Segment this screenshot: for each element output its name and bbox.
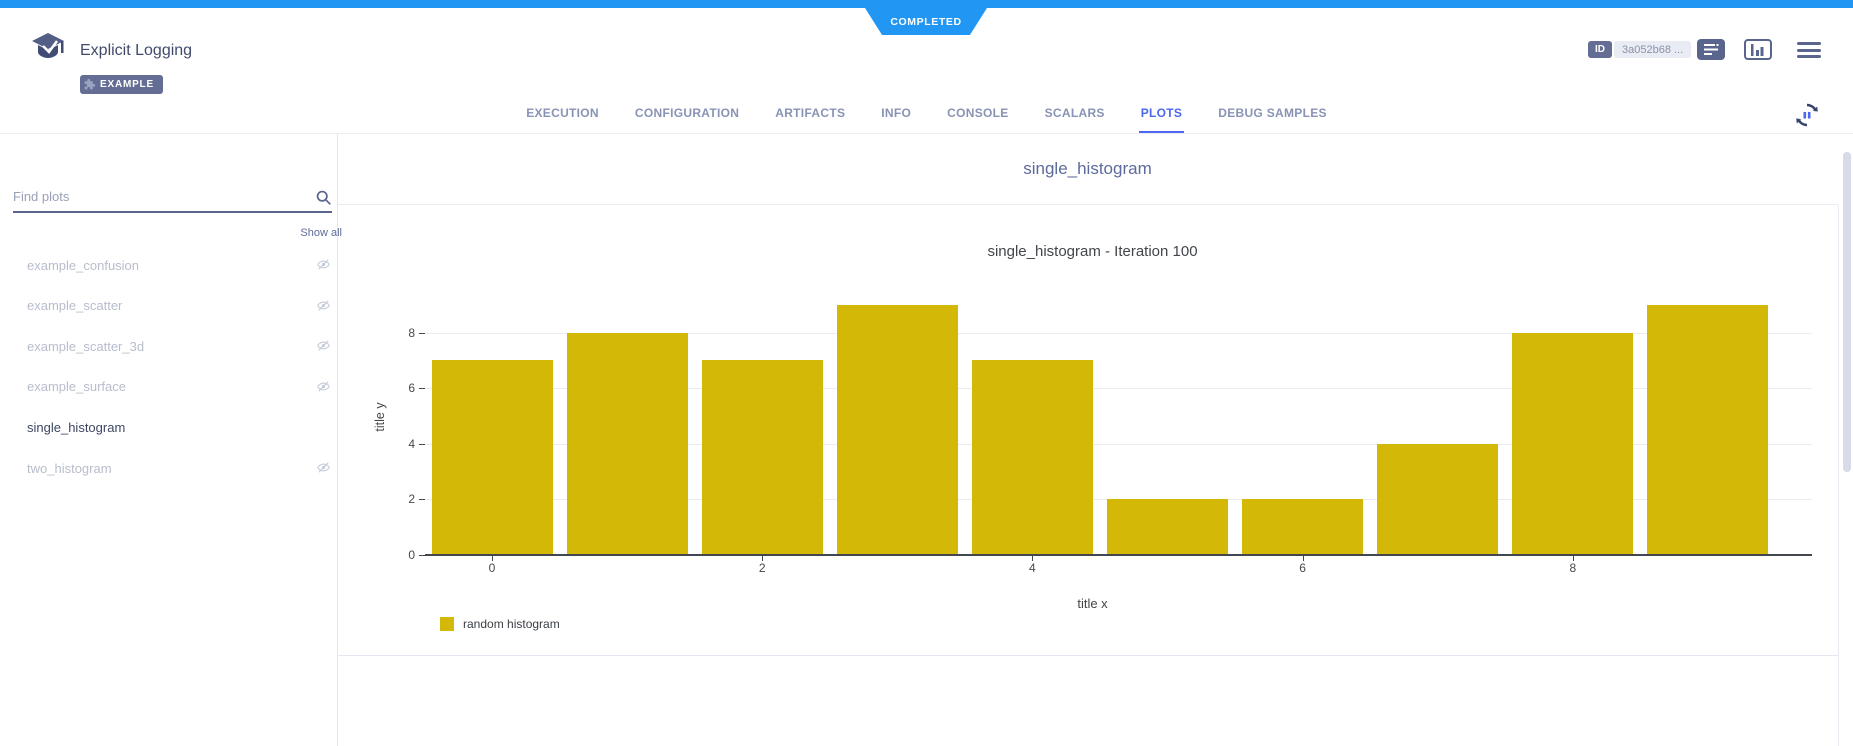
eye-off-icon[interactable] <box>316 257 331 277</box>
eye-off-icon[interactable] <box>316 338 331 358</box>
y-axis-title: title y <box>373 402 387 432</box>
main-divider <box>338 204 1838 205</box>
y-tickmark <box>419 332 425 334</box>
tab-configuration[interactable]: CONFIGURATION <box>634 106 740 120</box>
gridline-y6 <box>425 388 1812 390</box>
plot-group-title: single_histogram <box>1023 159 1152 178</box>
x-tick-label: 8 <box>1569 561 1577 575</box>
sidebar-item-example_scatter[interactable]: example_scatter <box>0 286 337 326</box>
tab-info[interactable]: INFO <box>881 106 912 120</box>
x-tickmark <box>1032 556 1034 561</box>
sidebar-item-label: example_confusion <box>27 257 140 273</box>
x-tickmark <box>762 556 764 561</box>
plot-card-border <box>1838 205 1839 746</box>
x-axis-title: title x <box>1077 596 1108 611</box>
sidebar-item-two_histogram[interactable]: two_histogram <box>0 448 337 488</box>
sidebar-item-label: example_surface <box>27 379 126 395</box>
split-view-icon <box>1751 43 1764 56</box>
legend-item[interactable]: random histogram <box>440 617 560 631</box>
search-icon[interactable] <box>315 189 332 211</box>
scrollbar-thumb[interactable] <box>1843 152 1851 472</box>
histogram-bar-x4 <box>971 360 1093 555</box>
chart-title: single_histogram - Iteration 100 <box>987 243 1198 260</box>
tab-scalars[interactable]: SCALARS <box>1044 106 1105 120</box>
details-button[interactable] <box>1697 39 1725 60</box>
y-tickmark <box>419 388 425 390</box>
sidebar-item-label: example_scatter <box>27 298 123 314</box>
tab-execution[interactable]: EXECUTION <box>526 106 599 120</box>
sidebar-item-example_confusion[interactable]: example_confusion <box>0 245 337 285</box>
y-tickmark <box>419 555 425 556</box>
auto-refresh-pause-icon[interactable] <box>1794 102 1820 128</box>
puzzle-icon <box>84 78 96 90</box>
sidebar-item-example_surface[interactable]: example_surface <box>0 367 337 407</box>
project-badge-label: EXAMPLE <box>100 79 154 90</box>
eye-off-icon[interactable] <box>316 460 331 480</box>
tab-bar: EXECUTION CONFIGURATION ARTIFACTS INFO CONSO… <box>0 100 1853 133</box>
sidebar-item-label: two_histogram <box>27 460 112 476</box>
y-tickmark <box>419 499 425 501</box>
legend-label: random histogram <box>463 617 560 631</box>
histogram-bar-x3 <box>836 304 958 555</box>
y-tick-label: 4 <box>408 436 415 451</box>
x-tickmark <box>492 556 493 561</box>
hamburger-menu-icon[interactable] <box>1797 42 1821 58</box>
search-underline <box>13 211 332 213</box>
sidebar-item-single_histogram[interactable]: single_histogram <box>0 407 337 447</box>
id-badge: ID <box>1588 41 1612 58</box>
tab-artifacts[interactable]: ARTIFACTS <box>775 106 846 120</box>
histogram-bar-x0 <box>431 360 553 555</box>
tab-debug-samples[interactable]: DEBUG SAMPLES <box>1218 106 1327 120</box>
x-tickmark <box>1572 556 1574 561</box>
status-badge: COMPLETED <box>865 8 987 35</box>
x-tick-label: 6 <box>1299 561 1306 575</box>
tab-console[interactable]: CONSOLE <box>947 106 1009 120</box>
x-tick-label: 0 <box>488 561 496 575</box>
experiment-id-value[interactable]: 3a052b68 ... <box>1614 41 1692 58</box>
histogram-bar-x9 <box>1647 304 1769 555</box>
details-icon <box>1704 44 1719 55</box>
gridline-y8 <box>425 332 1812 334</box>
graduation-cap-icon <box>30 32 66 69</box>
header-divider <box>0 133 1853 134</box>
histogram-bar-x7 <box>1377 443 1499 555</box>
histogram-bar-x2 <box>701 360 823 555</box>
x-axis-line <box>425 554 1812 556</box>
y-tickmark <box>419 443 425 445</box>
sidebar-item-label: single_histogram <box>27 419 126 435</box>
split-view-button[interactable] <box>1744 39 1772 60</box>
show-all-link[interactable]: Show all <box>300 227 342 239</box>
x-tick-label: 2 <box>758 561 766 575</box>
sidebar-item-label: example_scatter_3d <box>27 338 145 354</box>
y-tick-label: 2 <box>408 492 415 507</box>
plot-card-bottom-border <box>338 655 1838 656</box>
histogram-bar-x1 <box>566 332 688 555</box>
histogram-bar-x5 <box>1107 499 1228 555</box>
experiment-title: Explicit Logging <box>80 42 193 59</box>
y-tick-label: 0 <box>408 548 415 562</box>
legend-swatch <box>440 617 454 631</box>
y-tick-label: 6 <box>408 381 415 396</box>
histogram-bar-x6 <box>1242 499 1364 555</box>
search-input[interactable] <box>13 184 313 208</box>
status-label: COMPLETED <box>890 15 962 28</box>
y-tick-label: 8 <box>408 325 415 340</box>
status-bar <box>0 0 1853 8</box>
histogram-bar-x8 <box>1512 332 1634 555</box>
tab-plots[interactable]: PLOTS <box>1138 100 1185 133</box>
sidebar-divider <box>337 133 338 746</box>
sidebar-item-example_scatter_3d[interactable]: example_scatter_3d <box>0 326 337 366</box>
project-badge: EXAMPLE <box>80 75 163 94</box>
x-tickmark <box>1302 556 1304 561</box>
eye-off-icon[interactable] <box>316 298 331 318</box>
x-tick-label: 4 <box>1029 561 1036 575</box>
gridline-y4 <box>425 443 1812 445</box>
eye-off-icon[interactable] <box>316 379 331 399</box>
